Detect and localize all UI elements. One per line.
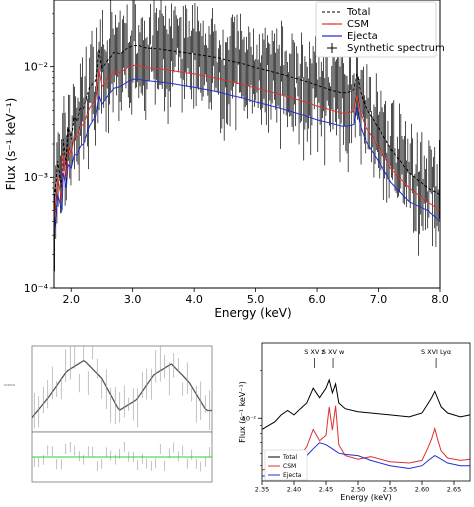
zoom-legend: Total CSM Ejecta: [264, 449, 308, 481]
counts-axis-label-blur: ▭▭▭: [4, 382, 16, 387]
legend-synthetic-label: Synthetic spectrum: [347, 43, 445, 54]
series-total-line: [53, 45, 441, 202]
x-tick-label: 7.0: [370, 293, 388, 306]
series-ejecta-line: [53, 78, 441, 236]
x-tick-label: 2.60: [415, 486, 429, 494]
annotation-label: S XVI Lyα: [421, 348, 451, 356]
x-tick-label: 2.40: [287, 486, 301, 494]
legend-csm-label: CSM: [347, 19, 369, 30]
zoom-legend-total-label: Total: [282, 454, 297, 461]
x-tick-label: 5.0: [247, 293, 265, 306]
zoom-legend-csm-label: CSM: [283, 463, 296, 470]
annotation-label: S XV w: [322, 348, 345, 356]
annotation-label: S XV z: [304, 348, 325, 356]
main-y-axis-label: Flux (s⁻¹ keV⁻¹): [4, 98, 18, 191]
series-csm-line: [53, 64, 441, 222]
x-tick-label: 2.50: [351, 486, 365, 494]
x-tick-label: 2.55: [383, 486, 397, 494]
zoom-legend-ejecta-label: Ejecta: [283, 472, 302, 479]
legend-ejecta-label: Ejecta: [347, 31, 378, 42]
series-total-line: [261, 378, 471, 430]
legend-total-label: Total: [346, 7, 370, 18]
main-legend-box: [315, 1, 437, 58]
main-plot-ticks: 2.0 3.0 4.0 5.0 6.0 7.0 8.0 10⁻⁴ 10⁻³ 10⁻²: [24, 13, 449, 306]
zoom-plot-ticks: 2.35 2.40 2.45 2.50 2.55 2.60 2.65 10⁻²: [242, 370, 461, 494]
counts-panel-data: [31, 346, 212, 431]
y-tick-label: 10⁻³: [24, 171, 48, 184]
x-tick-label: 2.65: [447, 486, 461, 494]
counts-model-line: [31, 359, 212, 419]
zoom-y-axis-label: Flux (s⁻¹ keV⁻¹): [238, 381, 247, 443]
x-tick-label: 2.35: [255, 486, 269, 494]
zoom-plot-frame: [261, 342, 471, 482]
residuals-figure: ▭▭▭: [4, 345, 213, 483]
x-tick-label: 8.0: [431, 293, 449, 306]
main-spectrum-plot: 2.0 3.0 4.0 5.0 6.0 7.0 8.0 10⁻⁴ 10⁻³ 10⁻² Energy…: [4, 0, 449, 320]
x-tick-label: 3.0: [124, 293, 142, 306]
x-tick-label: 2.0: [62, 293, 80, 306]
main-x-axis-label: Energy (keV): [214, 306, 291, 320]
main-legend: Total CSM Ejecta Synthetic spectrum: [315, 1, 445, 58]
counts-panel-frame: [31, 345, 213, 433]
x-tick-label: 4.0: [185, 293, 203, 306]
y-tick-label: 10⁻²: [242, 415, 257, 423]
y-tick-label: 10⁻²: [24, 60, 48, 73]
x-tick-label: 2.45: [319, 486, 333, 494]
zoom-line-annotations: S XV zS XV w S XVI Lyα: [304, 348, 451, 368]
zoom-x-axis-label: Energy (keV): [340, 493, 392, 502]
y-tick-label: 10⁻⁴: [24, 282, 49, 295]
x-tick-label: 6.0: [308, 293, 326, 306]
